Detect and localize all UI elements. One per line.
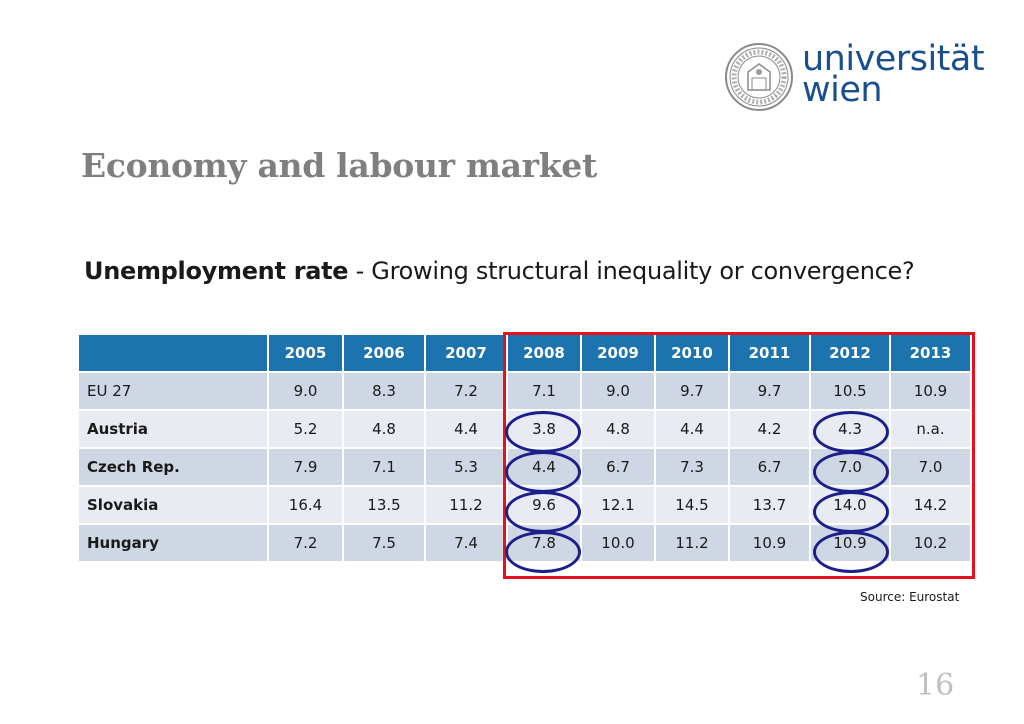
- logo-line-2: wien: [802, 70, 883, 110]
- value-cell: 6.7: [728, 447, 811, 487]
- logo-line-1: universität: [802, 39, 985, 79]
- value-cell: 7.2: [424, 371, 508, 411]
- year-header: 2012: [809, 333, 891, 373]
- value-cell: 7.8: [506, 523, 582, 563]
- country-cell: Czech Rep.: [77, 447, 269, 487]
- logo-wordmark: universität wien: [802, 39, 985, 110]
- country-cell: Austria: [77, 409, 269, 449]
- country-cell: Slovakia: [77, 485, 269, 525]
- value-cell: 9.0: [580, 371, 656, 411]
- country-cell: Hungary: [77, 523, 269, 563]
- value-cell: 10.5: [809, 371, 891, 411]
- value-cell: 4.8: [342, 409, 426, 449]
- table-row: Hungary 7.2 7.5 7.4 7.8 10.0 11.2 10.9 1…: [77, 523, 972, 563]
- university-logo: universität wien: [724, 39, 985, 114]
- year-header: 2008: [506, 333, 582, 373]
- value-cell: 4.8: [580, 409, 656, 449]
- page-number: 16: [916, 668, 955, 703]
- value-cell: 7.0: [809, 447, 891, 487]
- value-cell: 5.3: [424, 447, 508, 487]
- year-header: 2007: [424, 333, 508, 373]
- value-cell: 9.0: [267, 371, 344, 411]
- unemployment-table: 2005 2006 2007 2008 2009 2010 2011 2012 …: [77, 333, 972, 563]
- value-cell: 10.0: [580, 523, 656, 563]
- value-cell: 5.2: [267, 409, 344, 449]
- header-corner: [77, 333, 269, 373]
- value-cell: 13.7: [728, 485, 811, 525]
- value-cell: 4.3: [809, 409, 891, 449]
- year-header: 2005: [267, 333, 344, 373]
- value-cell: 7.0: [889, 447, 972, 487]
- subtitle-strong: Unemployment rate: [84, 257, 349, 285]
- value-cell: 14.2: [889, 485, 972, 525]
- value-cell: 7.4: [424, 523, 508, 563]
- value-cell: 14.5: [654, 485, 730, 525]
- year-header: 2009: [580, 333, 656, 373]
- table-row: Austria 5.2 4.8 4.4 3.8 4.8 4.4 4.2 4.3 …: [77, 409, 972, 449]
- page-title: Economy and labour market: [81, 146, 597, 185]
- table-row: Czech Rep. 7.9 7.1 5.3 4.4 6.7 7.3 6.7 7…: [77, 447, 972, 487]
- value-cell: 4.2: [728, 409, 811, 449]
- value-cell: 4.4: [506, 447, 582, 487]
- value-cell: 16.4: [267, 485, 344, 525]
- subtitle: Unemployment rate - Growing structural i…: [84, 257, 915, 285]
- table-row: EU 27 9.0 8.3 7.2 7.1 9.0 9.7 9.7 10.5 1…: [77, 371, 972, 411]
- value-cell: 10.9: [728, 523, 811, 563]
- value-cell: 14.0: [809, 485, 891, 525]
- value-cell: 4.4: [424, 409, 508, 449]
- table-header-row: 2005 2006 2007 2008 2009 2010 2011 2012 …: [77, 333, 972, 373]
- value-cell: 7.1: [506, 371, 582, 411]
- year-header: 2013: [889, 333, 972, 373]
- value-cell: 9.7: [654, 371, 730, 411]
- value-cell: 7.9: [267, 447, 344, 487]
- subtitle-rest: - Growing structural inequality or conve…: [348, 257, 915, 285]
- year-header: 2006: [342, 333, 426, 373]
- value-cell: 10.9: [809, 523, 891, 563]
- value-cell: 11.2: [424, 485, 508, 525]
- value-cell: 8.3: [342, 371, 426, 411]
- value-cell: 7.3: [654, 447, 730, 487]
- university-seal-icon: [725, 43, 793, 111]
- year-header: 2011: [728, 333, 811, 373]
- year-header: 2010: [654, 333, 730, 373]
- value-cell: 6.7: [580, 447, 656, 487]
- source-note: Source: Eurostat: [860, 590, 960, 604]
- value-cell: 9.6: [506, 485, 582, 525]
- value-cell: 7.2: [267, 523, 344, 563]
- value-cell: 7.5: [342, 523, 426, 563]
- value-cell: 3.8: [506, 409, 582, 449]
- value-cell: 7.1: [342, 447, 426, 487]
- value-cell: 10.2: [889, 523, 972, 563]
- value-cell: 11.2: [654, 523, 730, 563]
- value-cell: 9.7: [728, 371, 811, 411]
- value-cell: n.a.: [889, 409, 972, 449]
- value-cell: 10.9: [889, 371, 972, 411]
- value-cell: 13.5: [342, 485, 426, 525]
- value-cell: 12.1: [580, 485, 656, 525]
- value-cell: 4.4: [654, 409, 730, 449]
- country-cell: EU 27: [77, 371, 269, 411]
- table-row: Slovakia 16.4 13.5 11.2 9.6 12.1 14.5 13…: [77, 485, 972, 525]
